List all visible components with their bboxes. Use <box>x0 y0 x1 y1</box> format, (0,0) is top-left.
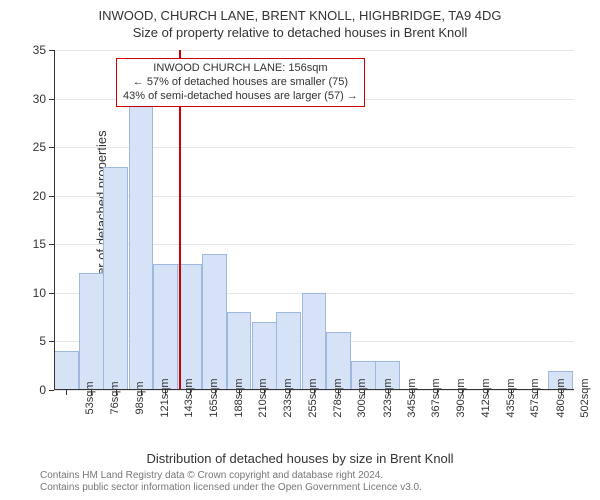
title-line-2: Size of property relative to detached ho… <box>0 25 600 40</box>
annotation-box: INWOOD CHURCH LANE: 156sqm← 57% of detac… <box>116 58 365 107</box>
histogram-bar <box>302 293 327 390</box>
annotation-line-2: ← 57% of detached houses are smaller (75… <box>123 76 358 90</box>
y-axis-line <box>54 50 55 390</box>
y-tick-label: 5 <box>39 334 46 348</box>
annotation-line-3: 43% of semi-detached houses are larger (… <box>123 90 358 104</box>
x-axis-line <box>54 389 574 390</box>
title-line-1: INWOOD, CHURCH LANE, BRENT KNOLL, HIGHBR… <box>0 8 600 23</box>
title-block: INWOOD, CHURCH LANE, BRENT KNOLL, HIGHBR… <box>0 0 600 40</box>
histogram-bar <box>177 264 202 390</box>
chart-container: INWOOD, CHURCH LANE, BRENT KNOLL, HIGHBR… <box>0 0 600 500</box>
y-tick-label: 20 <box>33 189 46 203</box>
histogram-bar <box>153 264 178 390</box>
plot-inner: 0510152025303553sqm76sqm98sqm121sqm143sq… <box>54 50 574 390</box>
histogram-bar <box>202 254 227 390</box>
gridline-h <box>54 50 574 51</box>
histogram-bar <box>103 167 128 390</box>
plot-area: 0510152025303553sqm76sqm98sqm121sqm143sq… <box>54 50 574 390</box>
x-axis-label: Distribution of detached houses by size … <box>0 451 600 466</box>
x-tick-label: 502sqm <box>561 378 591 417</box>
footer-attribution: Contains HM Land Registry data © Crown c… <box>40 470 422 494</box>
y-tick-label: 30 <box>33 92 46 106</box>
annotation-line-1: INWOOD CHURCH LANE: 156sqm <box>123 62 358 76</box>
y-tick <box>49 390 54 391</box>
y-tick-label: 10 <box>33 286 46 300</box>
y-tick-label: 35 <box>33 43 46 57</box>
histogram-bar <box>129 99 154 390</box>
y-tick-label: 25 <box>33 140 46 154</box>
y-tick-label: 15 <box>33 237 46 251</box>
footer-line-2: Contains public sector information licen… <box>40 482 422 494</box>
y-tick-label: 0 <box>39 383 46 397</box>
histogram-bar <box>79 273 104 390</box>
footer-line-1: Contains HM Land Registry data © Crown c… <box>40 470 422 482</box>
